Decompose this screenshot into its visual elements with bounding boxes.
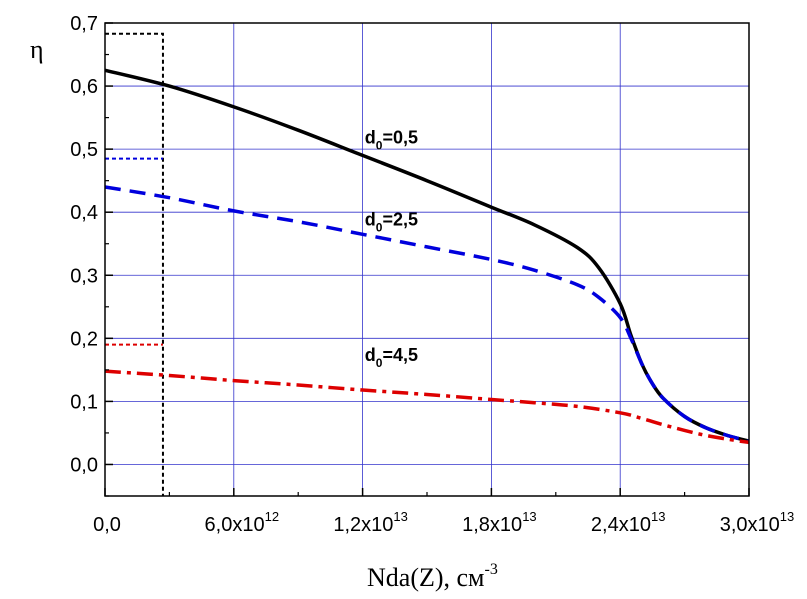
series-label-subscript: 0	[376, 356, 383, 370]
x-axis-title-main: Nda(Z), см	[367, 563, 485, 592]
x-tick-exponent: 13	[393, 509, 407, 524]
x-axis-title: Nda(Z), см-3	[367, 561, 498, 592]
y-tick-label: 0,2	[70, 328, 98, 350]
x-tick-mantissa: 2,4x10	[591, 514, 651, 536]
x-tick-mantissa: 1,2x10	[333, 514, 393, 536]
x-tick-mantissa: 0,0	[93, 514, 121, 536]
x-tick-labels: 0,0 6,0x1012 1,2x1013 1,8x1013 2,4x1013 3,0x1…	[93, 509, 794, 536]
y-tick-label: 0,6	[70, 76, 98, 98]
dashed-box-black	[105, 32, 164, 496]
x-tick-exponent: 13	[522, 509, 536, 524]
series-curve-2	[104, 185, 750, 443]
x-tick-label: 1,8x1013	[462, 509, 537, 536]
y-tick-label: 0,1	[70, 391, 98, 413]
series-label-main: d	[365, 128, 376, 148]
y-tick-label: 0,3	[70, 265, 98, 287]
y-axis-title: η	[30, 35, 44, 64]
x-tick-exponent: 13	[780, 509, 794, 524]
plot-frame	[104, 22, 750, 497]
series-labels: d0=0,5d0=2,5d0=4,5	[365, 128, 418, 371]
series-label-value: =2,5	[382, 210, 418, 230]
series-label-3: d0=4,5	[365, 345, 418, 370]
series-label-subscript: 0	[376, 139, 383, 153]
reference-markers	[105, 32, 164, 496]
x-axis-title-exponent: -3	[485, 561, 498, 578]
series-label-subscript: 0	[376, 221, 383, 235]
x-tick-exponent: 13	[651, 509, 665, 524]
x-tick-mantissa: 6,0x10	[205, 514, 265, 536]
x-tick-label: 0,0	[93, 514, 121, 536]
x-tick-label: 3,0x1013	[720, 509, 795, 536]
x-tick-mantissa: 1,8x10	[462, 514, 522, 536]
y-tick-label: 0,7	[70, 13, 98, 35]
y-tick-labels: 0,0 0,1 0,2 0,3 0,4 0,5 0,6 0,7	[70, 13, 98, 476]
y-tick-label: 0,0	[70, 454, 98, 476]
series-label-1: d0=0,5	[365, 128, 418, 153]
series-curve-3	[104, 369, 750, 445]
series-curves	[104, 68, 750, 445]
x-tick-exponent: 12	[265, 509, 279, 524]
axis-ticks	[104, 22, 750, 497]
x-tick-label: 1,2x1013	[333, 509, 408, 536]
x-tick-mantissa: 3,0x10	[720, 514, 780, 536]
series-label-2: d0=2,5	[365, 210, 418, 235]
series-label-main: d	[365, 210, 376, 230]
x-tick-label: 2,4x1013	[591, 509, 666, 536]
y-tick-label: 0,4	[70, 202, 98, 224]
grid-lines	[105, 22, 749, 496]
series-label-main: d	[365, 345, 376, 365]
y-tick-label: 0,5	[70, 139, 98, 161]
x-tick-label: 6,0x1012	[205, 509, 280, 536]
series-label-value: =4,5	[382, 345, 418, 365]
series-label-value: =0,5	[382, 128, 418, 148]
